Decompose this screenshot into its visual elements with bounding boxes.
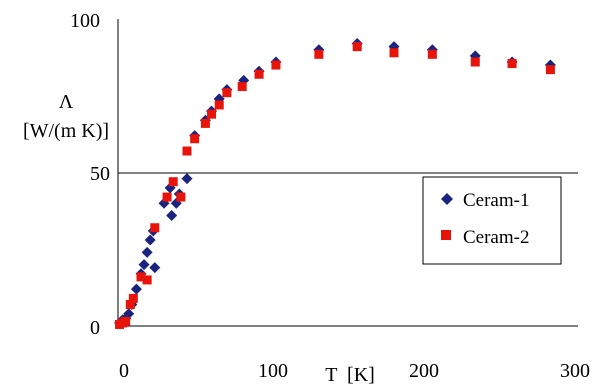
y-axis-label-symbol: Λ bbox=[59, 91, 74, 113]
data-point-ceram-2-25 bbox=[507, 59, 517, 69]
data-point-ceram-2-10 bbox=[176, 192, 186, 202]
data-point-ceram-1-11 bbox=[149, 262, 161, 274]
data-point-ceram-2-21 bbox=[352, 42, 362, 52]
data-point-ceram-1-8 bbox=[141, 246, 153, 258]
data-point-ceram-2-15 bbox=[214, 100, 224, 110]
legend-marker-ceram-1 bbox=[441, 193, 453, 205]
data-marks bbox=[114, 38, 556, 329]
y-tick-label-50: 50 bbox=[90, 163, 110, 185]
data-point-ceram-2-12 bbox=[190, 134, 200, 144]
data-point-ceram-2-19 bbox=[271, 60, 281, 70]
data-point-ceram-2-20 bbox=[314, 49, 324, 59]
data-point-ceram-2-17 bbox=[237, 82, 247, 92]
data-point-ceram-1-3 bbox=[123, 308, 135, 320]
data-point-ceram-2-2 bbox=[121, 316, 131, 326]
data-point-ceram-1-7 bbox=[138, 259, 150, 271]
data-point-ceram-2-26 bbox=[545, 65, 555, 75]
data-point-ceram-2-9 bbox=[168, 177, 178, 187]
data-point-ceram-1-9 bbox=[144, 234, 156, 246]
data-point-ceram-2-23 bbox=[427, 49, 437, 59]
legend-box bbox=[422, 176, 562, 265]
y-tick-label-100: 100 bbox=[70, 10, 100, 32]
data-point-ceram-2-22 bbox=[389, 48, 399, 58]
y-axis-label-unit: [W/(m K)] bbox=[23, 120, 109, 142]
data-point-ceram-2-24 bbox=[470, 57, 480, 67]
legend-marker-ceram-2 bbox=[441, 230, 451, 240]
data-point-ceram-1-14 bbox=[166, 209, 178, 221]
y-tick-label-0: 0 bbox=[90, 317, 100, 339]
data-point-ceram-2-3 bbox=[125, 300, 135, 310]
x-tick-label-300: 300 bbox=[560, 360, 590, 382]
data-point-ceram-2-8 bbox=[162, 192, 172, 202]
legend: Ceram-1 Ceram-2 bbox=[422, 176, 562, 265]
data-point-ceram-1-17 bbox=[181, 173, 193, 185]
data-point-ceram-2-5 bbox=[136, 272, 146, 282]
data-point-ceram-2-14 bbox=[207, 109, 217, 119]
x-tick-label-100: 100 bbox=[258, 360, 288, 382]
x-axis-label: T [K] bbox=[325, 364, 375, 384]
data-point-ceram-2-16 bbox=[222, 88, 232, 98]
data-point-ceram-2-11 bbox=[182, 146, 192, 156]
x-tick-label-0: 0 bbox=[119, 360, 129, 382]
legend-label-ceram-1: Ceram-1 bbox=[463, 190, 529, 211]
data-point-ceram-2-18 bbox=[254, 69, 264, 79]
data-point-ceram-2-6 bbox=[142, 275, 152, 285]
legend-label-ceram-2: Ceram-2 bbox=[463, 227, 529, 248]
data-point-ceram-1-5 bbox=[130, 283, 142, 295]
data-point-ceram-2-7 bbox=[150, 223, 160, 233]
data-point-ceram-2-4 bbox=[128, 293, 138, 303]
x-tick-label-200: 200 bbox=[409, 360, 439, 382]
data-point-ceram-2-13 bbox=[200, 118, 210, 128]
